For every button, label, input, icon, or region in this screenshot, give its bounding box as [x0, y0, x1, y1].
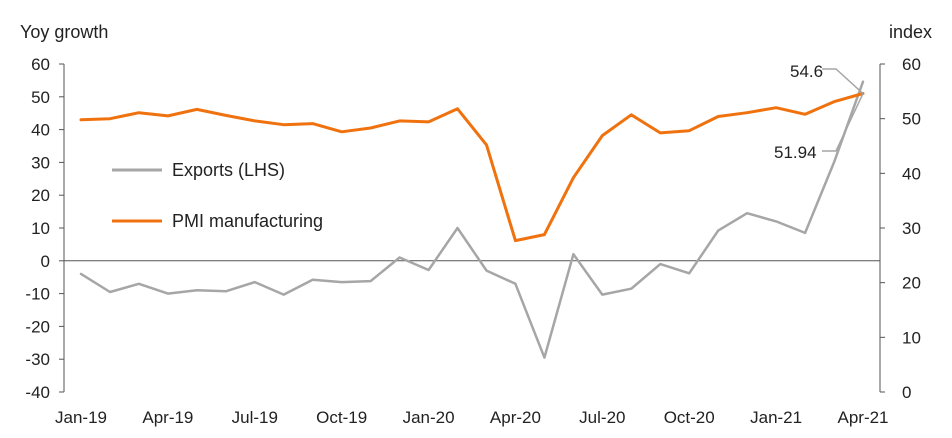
x-tick-label: Jan-19	[55, 408, 107, 427]
y-left-tick-label: 10	[31, 219, 50, 238]
x-tick-label: Jan-20	[403, 408, 455, 427]
x-tick-label: Oct-20	[664, 408, 715, 427]
axes	[59, 63, 885, 393]
legend-label: PMI manufacturing	[172, 211, 323, 231]
y-right-tick-label: 30	[902, 219, 921, 238]
x-tick-label: Oct-19	[316, 408, 367, 427]
y-left-tick-label: 0	[41, 252, 50, 271]
y-left-tick-label: -40	[25, 383, 50, 402]
y-right-tick-label: 0	[902, 383, 911, 402]
series-line-pmi	[79, 92, 865, 243]
y-right-tick-label: 20	[902, 274, 921, 293]
x-tick-label: Jan-21	[750, 408, 802, 427]
y-left-tick-label: 30	[31, 153, 50, 172]
y-right-tick-label: 10	[902, 328, 921, 347]
legend: Exports (LHS) PMI manufacturing	[112, 160, 323, 231]
y-right-tick-label: 40	[902, 164, 921, 183]
tick-labels: -40 -30 -20 -10 0 10 20 30 40 50 60 0 10 20 30 40 50 60 Ja…	[25, 55, 921, 427]
x-tick-label: Jul-19	[232, 408, 278, 427]
legend-label: Exports (LHS)	[172, 160, 285, 180]
x-tick-label: Apr-20	[490, 408, 541, 427]
series-lines	[79, 80, 865, 359]
y-left-tick-label: -10	[25, 285, 50, 304]
y-left-tick-label: 60	[31, 55, 50, 74]
y-right-tick-label: 50	[902, 110, 921, 129]
y-left-tick-label: 40	[31, 121, 50, 140]
callout-leader-line	[822, 68, 864, 95]
y-axis-left-label: Yoy growth	[20, 22, 108, 42]
callouts: 54.6 51.94	[774, 62, 864, 162]
callout-label: 51.94	[774, 143, 817, 162]
x-tick-label: Apr-19	[142, 408, 193, 427]
y-axis-right-label: index	[889, 22, 932, 42]
y-right-tick-label: 60	[902, 55, 921, 74]
y-left-tick-label: -20	[25, 317, 50, 336]
callout-leader-line	[822, 93, 864, 152]
y-left-tick-label: -30	[25, 350, 50, 369]
y-left-tick-label: 20	[31, 186, 50, 205]
x-tick-label: Jul-20	[579, 408, 625, 427]
series-line-exports	[79, 80, 865, 359]
y-left-tick-label: 50	[31, 88, 50, 107]
callout-label: 54.6	[790, 62, 823, 81]
x-tick-label: Apr-21	[837, 408, 888, 427]
